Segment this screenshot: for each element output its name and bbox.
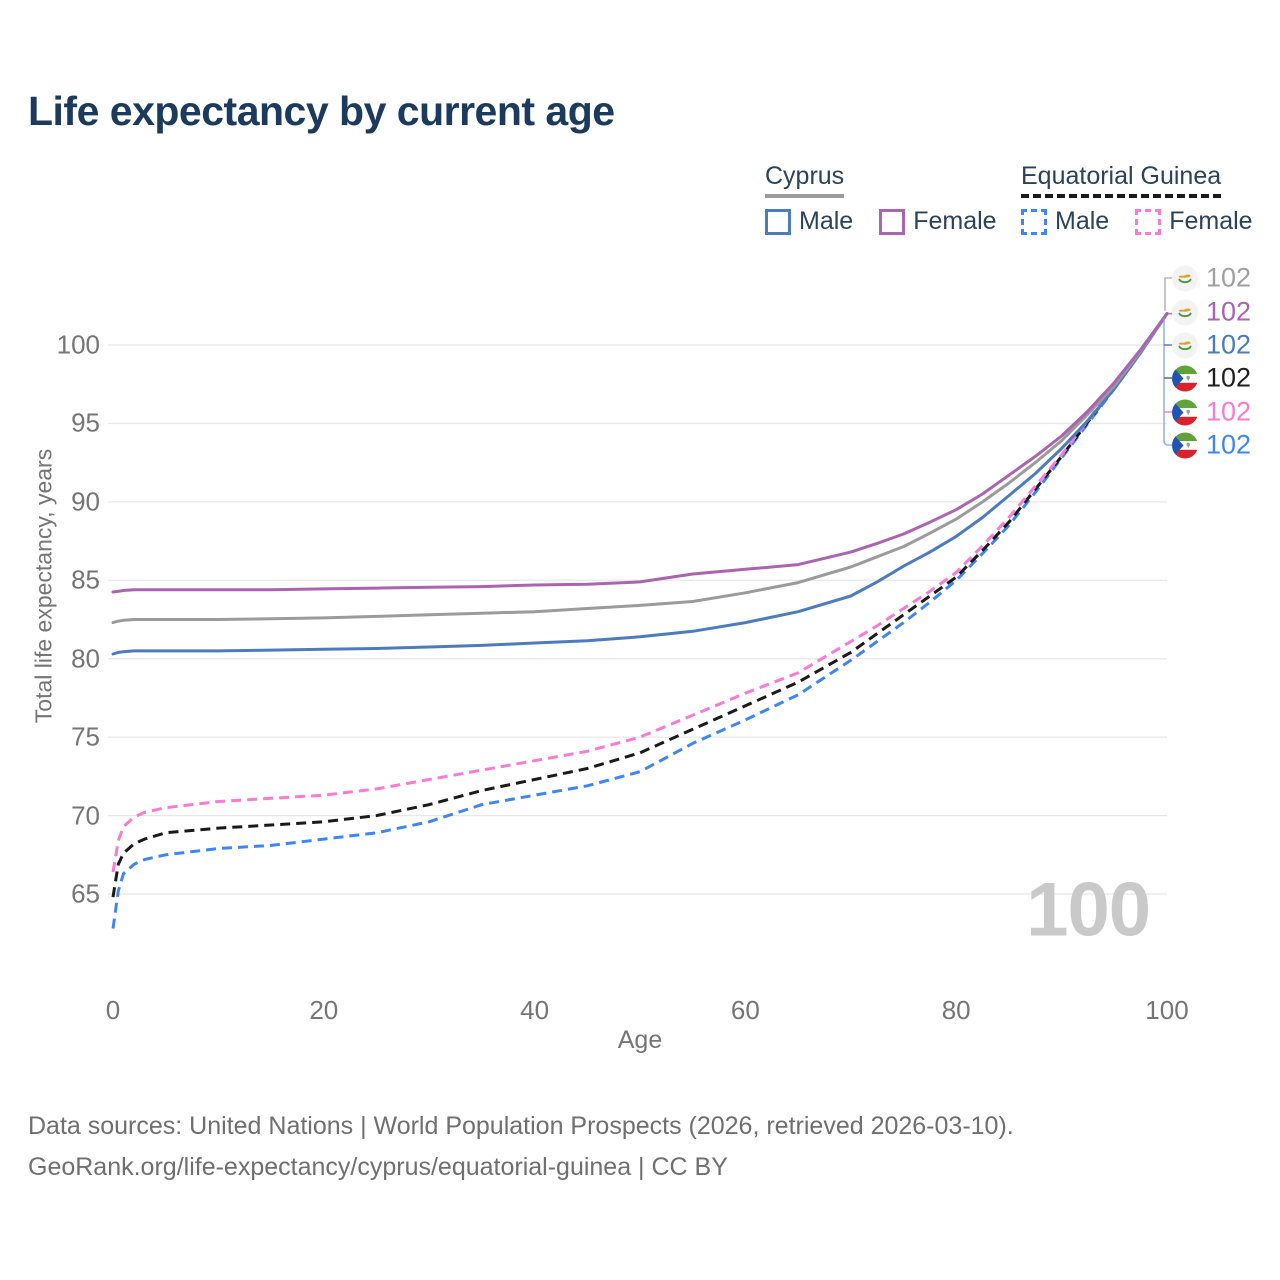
x-tick-label-60: 60 [730, 995, 760, 1025]
endpoint-value-cyprus-male: 102 [1206, 329, 1252, 360]
endpoint-label-cyprus-male: 102 [1172, 330, 1251, 361]
legend-item-eg-female[interactable]: Female [1135, 207, 1253, 236]
equatorial-guinea-flag-icon [1172, 365, 1198, 391]
legend-label-eg-female: Female [1169, 207, 1253, 235]
series-line-cyprus-total[interactable] [111, 312, 1169, 625]
eg-female-swatch [1135, 208, 1162, 235]
equatorial-guinea-flag-icon [1172, 432, 1198, 458]
cyprus-flag-icon [1172, 299, 1198, 325]
x-tick-label-100: 100 [1145, 995, 1189, 1025]
page-title: Life expectancy by current age [28, 88, 615, 134]
endpoint-value-eg-total: 102 [1206, 362, 1252, 393]
y-tick-label-70: 70 [71, 800, 100, 831]
footer-sources: Data sources: United Nations | World Pop… [28, 1112, 1014, 1140]
cyprus-male-swatch [765, 208, 791, 235]
endpoint-value-eg-male: 102 [1206, 429, 1252, 460]
endpoint-value-cyprus-total: 102 [1206, 262, 1252, 293]
legend-group-cyprus: Cyprus Male Female [765, 162, 997, 236]
endpoint-connector-0 [1164, 277, 1173, 311]
legend-item-eg-male[interactable]: Male [1021, 207, 1109, 236]
endpoint-label-cyprus-total: 102 [1172, 263, 1251, 294]
x-tick-label-20: 20 [309, 995, 339, 1025]
age-watermark: 100 [1026, 867, 1151, 953]
series-line-eg-female[interactable] [111, 312, 1169, 873]
endpoint-label-eg-total: 102 [1172, 363, 1251, 394]
x-axis-title: Age [617, 1026, 663, 1054]
y-tick-label-80: 80 [71, 643, 100, 674]
x-tick-label-0: 0 [105, 995, 121, 1025]
legend-group-equatorial-guinea: Equatorial Guinea Male Female [1021, 162, 1253, 236]
cyprus-flag-icon [1172, 265, 1198, 291]
legend-country-equatorial-guinea[interactable]: Equatorial Guinea [1021, 162, 1222, 198]
x-tick-label-40: 40 [520, 995, 550, 1025]
series-line-eg-male[interactable] [111, 312, 1169, 929]
legend-item-cyprus-female[interactable]: Female [879, 207, 997, 236]
x-tick-label-80: 80 [941, 995, 971, 1025]
endpoint-label-cyprus-female: 102 [1172, 297, 1251, 328]
endpoint-value-eg-female: 102 [1206, 396, 1252, 427]
cyprus-female-swatch [879, 208, 906, 235]
equatorial-guinea-flag-icon [1172, 399, 1198, 425]
legend-label-cyprus-male: Male [799, 207, 854, 235]
y-tick-label-85: 85 [71, 564, 100, 595]
legend-country-cyprus[interactable]: Cyprus [765, 162, 845, 198]
footer: Data sources: United Nations | World Pop… [28, 1106, 1014, 1188]
y-axis-title: Total life expectancy, years [30, 448, 57, 724]
endpoint-label-eg-female: 102 [1172, 397, 1251, 428]
eg-male-swatch [1021, 208, 1047, 235]
series-line-cyprus-female[interactable] [111, 312, 1169, 594]
legend-label-cyprus-female: Female [913, 207, 997, 235]
y-tick-label-90: 90 [71, 486, 100, 517]
cyprus-flag-icon [1172, 332, 1198, 358]
series-line-eg-total[interactable] [111, 312, 1169, 898]
y-tick-label-75: 75 [71, 721, 100, 752]
series-line-cyprus-male[interactable] [111, 312, 1169, 656]
legend-label-eg-male: Male [1055, 207, 1110, 235]
y-tick-label-95: 95 [71, 407, 100, 438]
endpoint-connector-2 [1163, 317, 1173, 446]
legend-item-cyprus-male[interactable]: Male [765, 207, 853, 236]
y-tick-label-65: 65 [71, 878, 100, 909]
endpoint-label-eg-male: 102 [1172, 430, 1251, 461]
endpoint-value-cyprus-female: 102 [1206, 296, 1252, 327]
footer-attribution: GeoRank.org/life-expectancy/cyprus/equat… [28, 1153, 728, 1181]
y-tick-label-100: 100 [56, 329, 100, 360]
